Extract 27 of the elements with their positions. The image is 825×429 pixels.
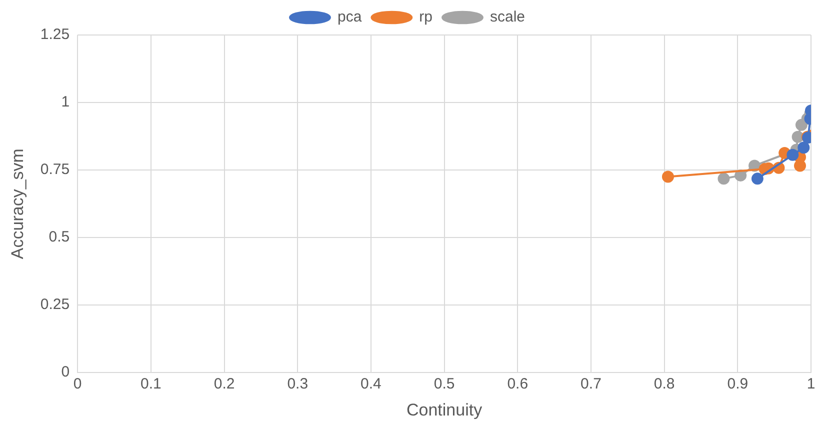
- legend-label: pca: [337, 8, 362, 26]
- y-tick-label: 1.25: [40, 26, 70, 44]
- y-tick-label: 0.5: [48, 228, 70, 246]
- x-tick-label: 0: [73, 376, 82, 393]
- y-tick-label: 1: [61, 94, 70, 111]
- y-tick-label: 0: [61, 364, 70, 381]
- point: [792, 130, 804, 143]
- point: [718, 172, 730, 185]
- x-tick-label: 0.9: [727, 376, 748, 393]
- point: [794, 160, 806, 172]
- y-axis-title: Accuracy_svm: [8, 148, 27, 260]
- x-tick-label: 0.8: [654, 376, 675, 393]
- legend-label: scale: [490, 8, 526, 26]
- x-tick-label: 0.2: [214, 376, 235, 393]
- y-tick-label: 0.75: [40, 161, 70, 178]
- x-axis-title: Continuity: [406, 400, 483, 420]
- x-tick-label: 0.7: [580, 376, 602, 393]
- point: [662, 170, 674, 183]
- x-tick-label: 0.1: [140, 376, 162, 393]
- y-tick-label: 0.25: [40, 296, 70, 314]
- point: [734, 169, 747, 182]
- x-tick-label: 0.4: [360, 376, 382, 393]
- x-tick-label: 0.3: [287, 376, 308, 393]
- legend-label: rp: [419, 8, 433, 26]
- x-tick-label: 0.5: [434, 376, 455, 393]
- x-tick-label: 0.6: [507, 376, 528, 393]
- x-tick-label: 1: [806, 376, 816, 393]
